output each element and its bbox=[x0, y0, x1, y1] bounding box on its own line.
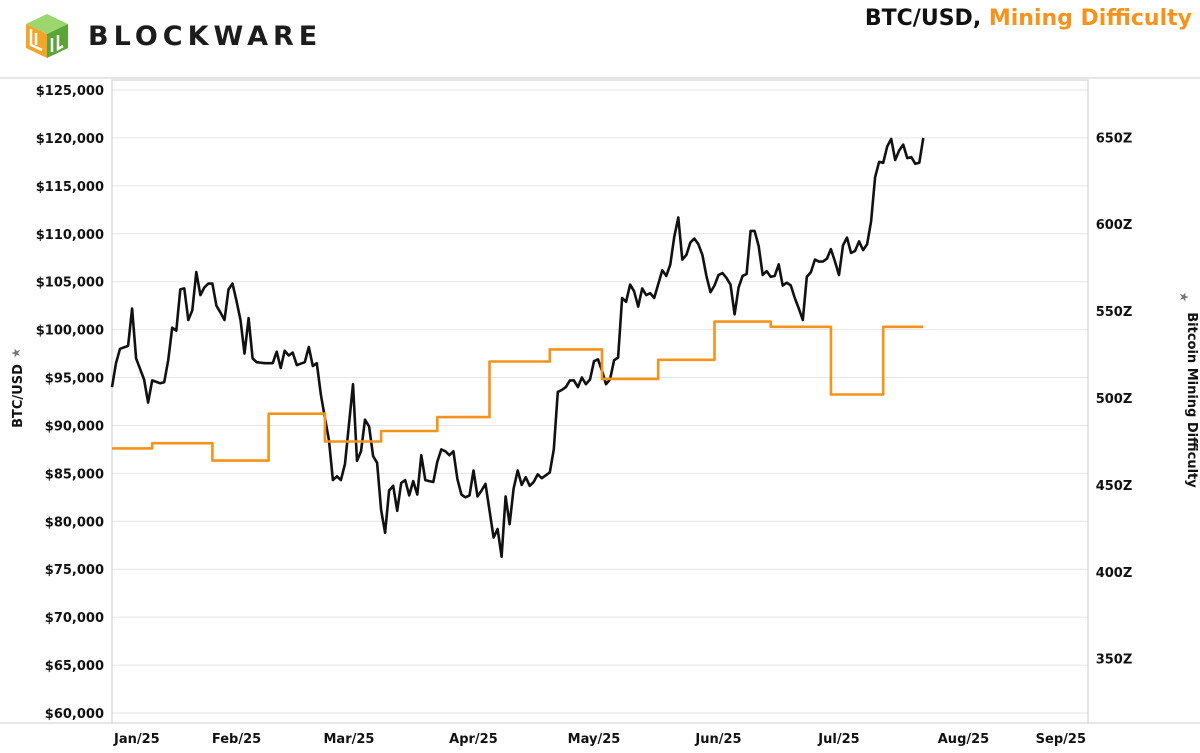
left-axis-title: BTC/USD bbox=[11, 364, 26, 428]
chart-title-difficulty: Mining Difficulty bbox=[988, 6, 1192, 31]
left-tick-label: $65,000 bbox=[45, 659, 104, 674]
right-tick-label: 450Z bbox=[1096, 479, 1133, 494]
x-tick-label: Jan/25 bbox=[113, 732, 160, 747]
left-tick-label: $80,000 bbox=[45, 515, 104, 530]
left-axis-ticks: $125,000 $120,000 $115,000 $110,000 $105,000… bbox=[36, 84, 104, 722]
blockware-cube-logo-icon bbox=[26, 14, 68, 58]
chart-title: BTC/USD, Mining Difficulty bbox=[865, 6, 1192, 31]
btc-usd-line bbox=[110, 137, 925, 559]
plot-frame bbox=[111, 79, 1089, 724]
grid-lines bbox=[112, 89, 1088, 714]
right-tick-label: 400Z bbox=[1096, 566, 1133, 581]
right-tick-label: 500Z bbox=[1096, 392, 1133, 407]
right-tick-label: 350Z bbox=[1096, 653, 1133, 668]
x-tick-label: Jun/25 bbox=[694, 732, 741, 747]
right-tick-label: 600Z bbox=[1096, 218, 1133, 233]
left-tick-label: $95,000 bbox=[45, 372, 104, 387]
brand-name: BLOCKWARE bbox=[88, 20, 323, 52]
left-tick-label: $75,000 bbox=[45, 563, 104, 578]
left-tick-label: $110,000 bbox=[36, 228, 104, 243]
x-axis-ticks: Jan/25 Feb/25 Mar/25 Apr/25 May/25 Jun/25 Jul/… bbox=[113, 732, 1086, 747]
mining-difficulty-line bbox=[112, 320, 924, 462]
left-pin-icon: ★ bbox=[9, 348, 23, 359]
left-tick-label: $105,000 bbox=[36, 276, 104, 291]
left-tick-label: $90,000 bbox=[45, 419, 104, 434]
x-tick-label: Feb/25 bbox=[212, 732, 261, 747]
right-axis-title: Bitcoin Mining Difficulty bbox=[1184, 312, 1199, 488]
left-tick-label: $125,000 bbox=[36, 84, 104, 99]
x-tick-label: Aug/25 bbox=[938, 732, 989, 747]
brand-logo: BLOCKWARE bbox=[22, 12, 322, 60]
left-tick-label: $115,000 bbox=[36, 180, 104, 195]
right-axis-ticks: 650Z 600Z 550Z 500Z 450Z 400Z 350Z bbox=[1096, 131, 1133, 667]
x-tick-label: Apr/25 bbox=[449, 732, 498, 747]
left-tick-label: $120,000 bbox=[36, 132, 104, 147]
x-tick-label: Mar/25 bbox=[323, 732, 374, 747]
x-tick-label: Sep/25 bbox=[1036, 732, 1086, 747]
x-tick-label: May/25 bbox=[568, 732, 621, 747]
left-tick-label: $70,000 bbox=[45, 611, 104, 626]
left-tick-label: $60,000 bbox=[45, 707, 104, 722]
chart-title-btc: BTC/USD, bbox=[864, 6, 989, 31]
right-tick-label: 550Z bbox=[1096, 305, 1133, 320]
right-tick-label: 650Z bbox=[1096, 131, 1133, 146]
left-tick-label: $100,000 bbox=[36, 324, 104, 339]
x-tick-label: Jul/25 bbox=[817, 732, 859, 747]
series-layer bbox=[110, 137, 925, 559]
right-pin-icon: ★ bbox=[1177, 292, 1191, 303]
left-tick-label: $85,000 bbox=[45, 467, 104, 482]
